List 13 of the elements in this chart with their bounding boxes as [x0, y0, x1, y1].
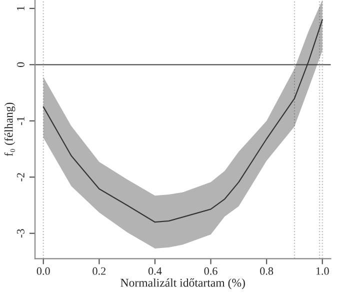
x-tick-label: 0.8	[260, 267, 274, 275]
x-axis-title: Normalizált időtartam (%)	[120, 278, 245, 290]
x-tick-label: 0.6	[204, 267, 218, 275]
x-tick-label: 1.0	[316, 267, 329, 275]
y-tick-label: -1	[16, 116, 24, 126]
y-tick-label: -2	[16, 173, 24, 182]
y-tick-label: -3	[16, 229, 24, 238]
y-tick-label: 0	[16, 62, 24, 68]
y-axis-title: f₀ (félhang)	[4, 102, 16, 156]
x-tick-label: 0.2	[92, 267, 106, 275]
x-tick-label: 0.4	[148, 267, 162, 275]
x-tick-label: 0.0	[36, 267, 50, 275]
y-tick-label: 1	[16, 6, 24, 10]
